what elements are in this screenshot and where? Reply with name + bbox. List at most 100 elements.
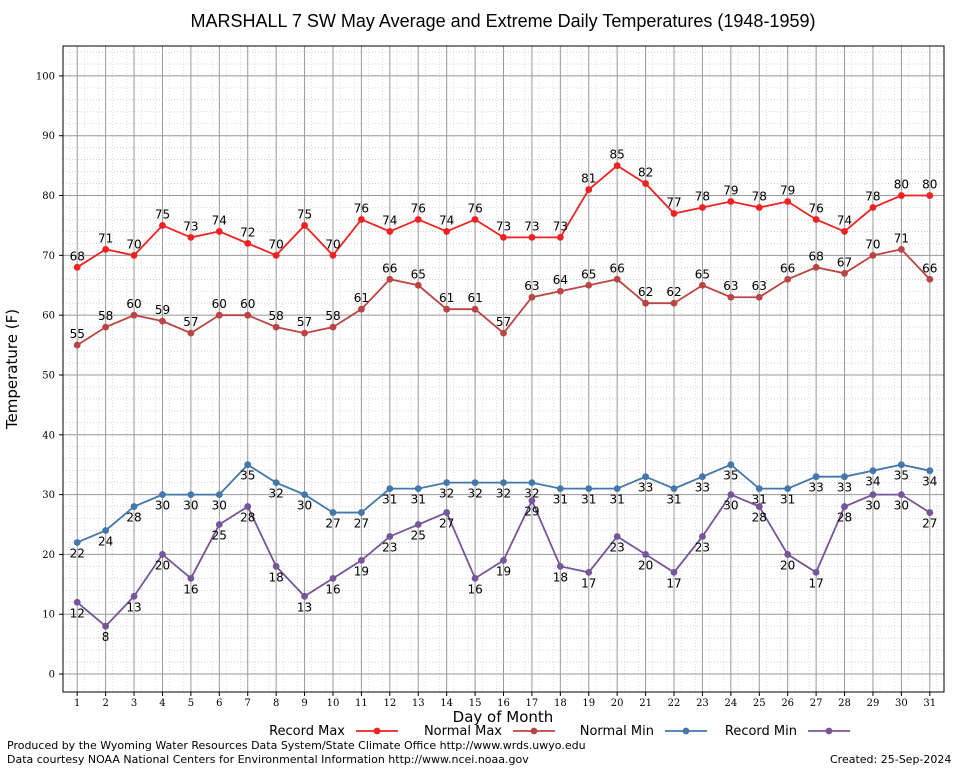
data-label: 8 (102, 630, 110, 644)
data-point (414, 216, 422, 223)
x-tick-label: 22 (668, 698, 681, 709)
data-label: 73 (183, 219, 198, 233)
data-point (102, 527, 110, 534)
data-point (386, 533, 394, 540)
footer-produced-by: Produced by the Wyoming Water Resources … (7, 739, 586, 752)
data-point (585, 485, 593, 493)
data-point (613, 162, 621, 170)
data-label: 61 (467, 291, 482, 305)
data-point (358, 509, 365, 516)
data-label: 68 (70, 249, 85, 263)
x-tick-label: 20 (611, 698, 624, 709)
y-axis-label: Temperature (F) (3, 309, 21, 430)
legend-item-record-min: Record Min (725, 724, 850, 739)
data-point (500, 329, 507, 337)
data-point (73, 341, 81, 349)
x-tick-label: 2 (102, 698, 108, 709)
data-label: 33 (695, 481, 710, 495)
data-label: 17 (666, 576, 681, 590)
x-tick-label: 16 (497, 698, 510, 709)
data-point (159, 551, 166, 558)
data-label: 79 (723, 184, 738, 198)
data-label: 80 (894, 178, 909, 192)
data-label: 33 (638, 481, 653, 495)
data-label: 23 (610, 540, 625, 554)
data-label: 30 (212, 499, 227, 513)
data-label: 34 (865, 475, 880, 489)
data-point (386, 275, 394, 283)
data-label: 12 (70, 606, 85, 620)
data-point (414, 521, 422, 528)
data-point (500, 557, 507, 564)
data-label: 70 (269, 237, 284, 251)
data-point (869, 204, 877, 211)
data-point (556, 287, 564, 295)
data-point (727, 293, 735, 301)
data-label: 23 (695, 540, 710, 554)
data-point (926, 275, 934, 283)
data-label: 81 (581, 172, 596, 186)
x-axis-ticks: 1 2 3 4 5 6 7 8 9 10 11 12 13 14 15 16 17 18 19 20 21 22 23 24 2… (74, 692, 936, 709)
footer-data-courtesy: Data courtesy NOAA National Centers for … (7, 753, 529, 766)
data-point (727, 198, 735, 205)
data-label: 13 (297, 600, 312, 614)
data-point (585, 281, 593, 289)
x-tick-label: 26 (781, 698, 794, 709)
x-tick-label: 29 (867, 698, 880, 709)
data-label: 65 (411, 267, 426, 281)
data-label: 17 (808, 576, 823, 590)
legend-label: Normal Max (424, 724, 502, 739)
legend-marker (825, 727, 833, 735)
data-point (130, 592, 138, 600)
data-label: 73 (496, 219, 511, 233)
data-point (329, 251, 337, 259)
data-point (926, 509, 934, 516)
x-tick-label: 24 (724, 698, 737, 709)
data-point (187, 329, 195, 337)
data-point (812, 263, 820, 271)
data-point (613, 533, 621, 540)
data-point (642, 551, 649, 558)
data-point (642, 180, 649, 187)
data-label: 80 (922, 178, 937, 192)
data-point (755, 293, 763, 301)
data-point (471, 574, 479, 582)
x-tick-label: 9 (301, 698, 307, 709)
data-label: 27 (439, 517, 454, 531)
data-label: 32 (524, 487, 539, 501)
data-point (73, 539, 81, 546)
data-point (841, 473, 848, 481)
data-label: 25 (411, 529, 426, 543)
data-point (528, 293, 536, 301)
y-tick-label: 80 (42, 191, 55, 202)
data-label: 78 (865, 190, 880, 204)
data-label: 33 (808, 481, 823, 495)
data-point (358, 216, 365, 223)
data-point (755, 204, 763, 211)
legend-item-record-max: Record Max (269, 724, 398, 739)
data-point (102, 245, 110, 253)
data-label: 76 (354, 201, 369, 215)
x-tick-label: 1 (74, 698, 80, 709)
data-point (926, 467, 934, 475)
data-point (159, 317, 166, 325)
data-label: 78 (752, 190, 767, 204)
data-label: 78 (695, 190, 710, 204)
data-point (784, 198, 792, 205)
y-tick-label: 60 (42, 311, 55, 322)
data-label: 30 (297, 499, 312, 513)
y-tick-label: 40 (42, 430, 55, 441)
legend-item-normal-min: Normal Min (580, 724, 707, 739)
data-point (443, 479, 451, 487)
data-point (528, 479, 536, 487)
data-point (812, 473, 820, 481)
data-label: 73 (553, 219, 568, 233)
data-label: 24 (98, 535, 113, 549)
data-label: 66 (780, 261, 795, 275)
data-label: 74 (212, 213, 227, 227)
data-point (585, 186, 593, 193)
y-tick-label: 0 (49, 670, 55, 681)
data-point (244, 239, 252, 247)
y-tick-label: 100 (36, 71, 55, 82)
